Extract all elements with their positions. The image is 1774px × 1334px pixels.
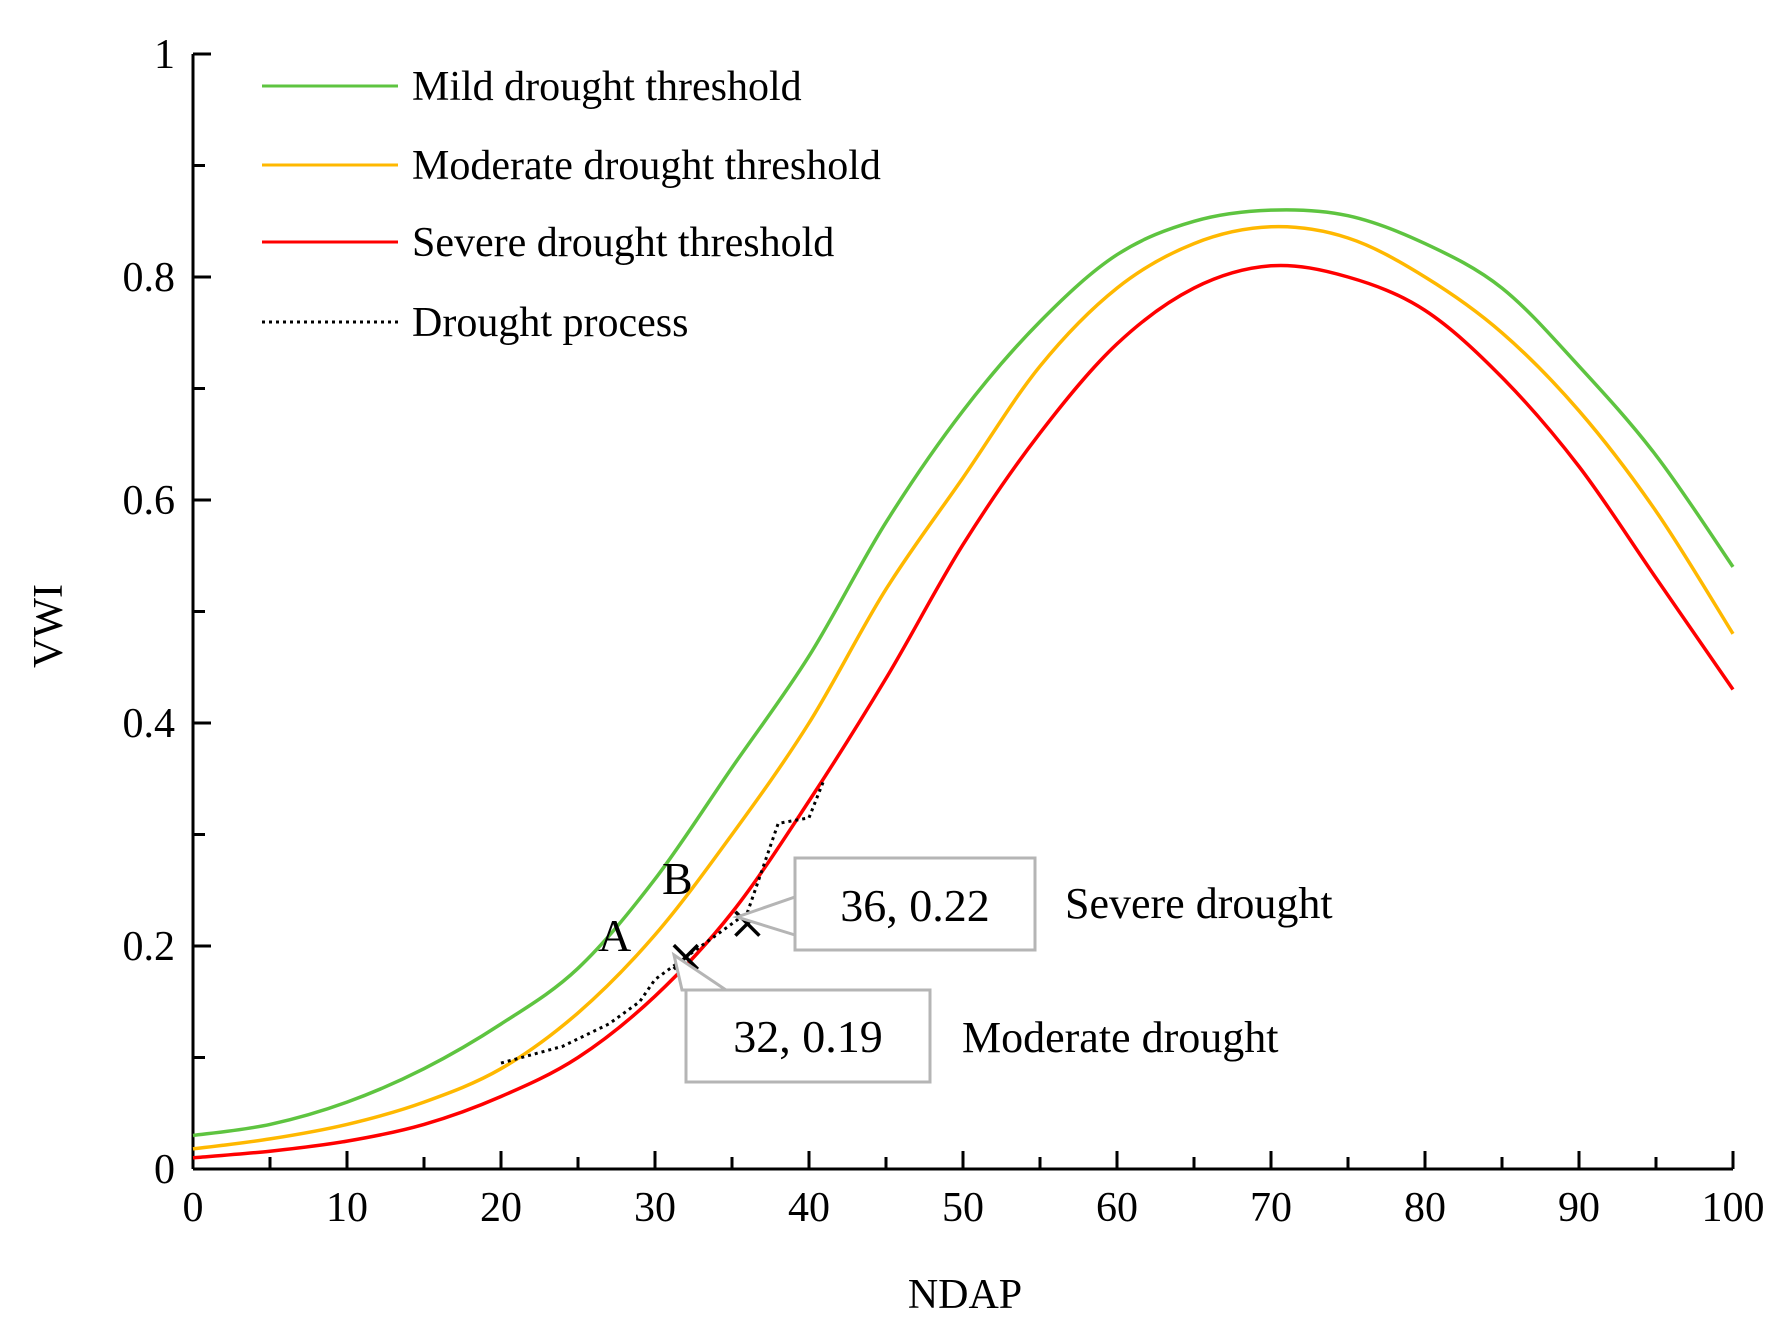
series-line-severe	[192, 263, 1735, 1160]
y-tick-label: 0.6	[123, 478, 176, 524]
y-tick-label: 1	[154, 32, 175, 78]
series-line-moderate	[192, 224, 1735, 1151]
y-ticks: 0 0.2 0.4 0.6 0.8 1	[123, 32, 211, 1193]
callout-value-b: 36, 0.22	[840, 880, 990, 931]
x-ticks: 0 10 20 30 40 50 60 70 80 90 100	[183, 1151, 1765, 1231]
x-tick-label: 100	[1702, 1185, 1765, 1231]
callout-box-a	[684, 988, 932, 1084]
callout-value-a: 32, 0.19	[733, 1011, 883, 1062]
x-tick-label: 70	[1250, 1185, 1292, 1231]
drought-label-a: Moderate drought	[962, 1013, 1278, 1062]
x-tick-label: 0	[183, 1185, 204, 1231]
legend-label-process: Drought process	[412, 300, 688, 346]
x-tick-label: 80	[1404, 1185, 1446, 1231]
callout-box-b	[793, 856, 1037, 952]
y-tick-label: 0.8	[123, 255, 176, 301]
drought-label-b: Severe drought	[1065, 879, 1333, 928]
x-tick-label: 50	[942, 1185, 984, 1231]
x-tick-label: 30	[634, 1185, 676, 1231]
x-tick-label: 20	[480, 1185, 522, 1231]
x-tick-label: 60	[1096, 1185, 1138, 1231]
legend-label-moderate: Moderate drought threshold	[412, 143, 881, 189]
axes: 0 10 20 30 40 50 60 70 80 90 100 0 0.2 0.4 0.6 0.8 1	[123, 32, 1765, 1231]
x-axis-title: NDAP	[908, 1272, 1022, 1318]
series-line-mild	[192, 208, 1735, 1138]
legend-label-severe: Severe drought threshold	[412, 220, 834, 266]
x-tick-label: 40	[788, 1185, 830, 1231]
x-tick-label: 90	[1558, 1185, 1600, 1231]
point-label-b: B	[662, 853, 693, 904]
annotation-b: B 36, 0.22 Severe drought	[662, 853, 1333, 952]
y-tick-label: 0.2	[123, 924, 176, 970]
y-axis-title: VWI	[26, 584, 72, 668]
legend-label-mild: Mild drought threshold	[412, 64, 802, 110]
y-tick-label: 0.4	[123, 701, 176, 747]
point-label-a: A	[598, 910, 631, 961]
x-tick-label: 10	[326, 1185, 368, 1231]
annotation-a: A 32, 0.19 Moderate drought	[598, 910, 1278, 1084]
legend: Mild drought threshold Moderate drought …	[262, 64, 881, 346]
y-tick-label: 0	[154, 1147, 175, 1193]
